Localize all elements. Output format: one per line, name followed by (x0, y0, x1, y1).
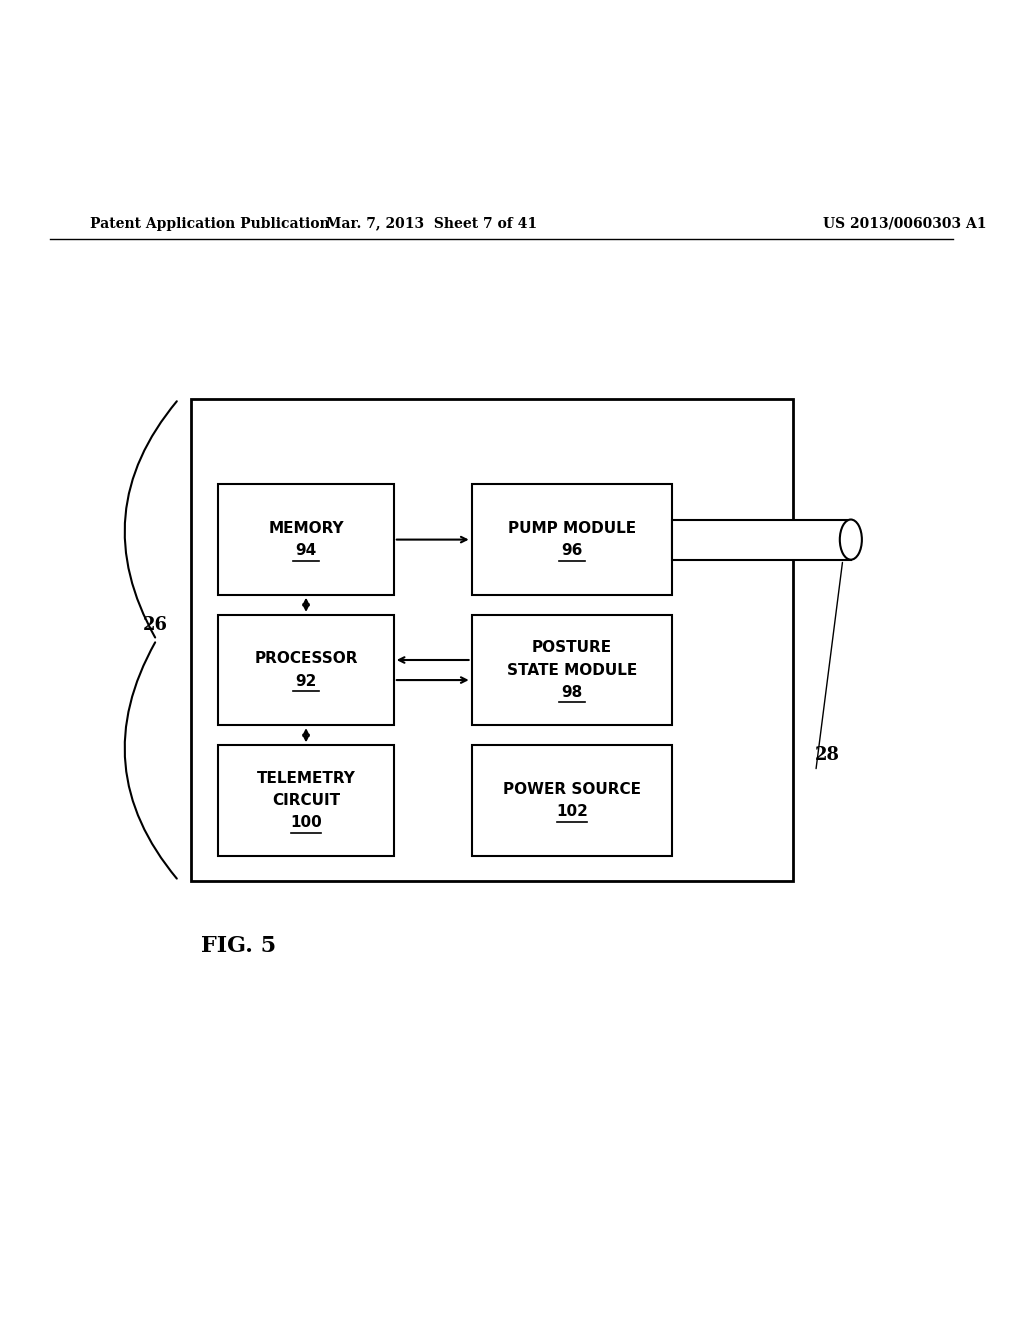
Text: Patent Application Publication: Patent Application Publication (90, 216, 330, 231)
Text: 100: 100 (290, 814, 322, 830)
Text: 94: 94 (295, 543, 316, 558)
Text: TELEMETRY: TELEMETRY (257, 771, 355, 785)
Text: Mar. 7, 2013  Sheet 7 of 41: Mar. 7, 2013 Sheet 7 of 41 (326, 216, 537, 231)
Text: STATE MODULE: STATE MODULE (507, 663, 637, 677)
Ellipse shape (840, 520, 862, 560)
Bar (218, 746, 394, 855)
Text: POSTURE: POSTURE (531, 640, 612, 656)
Text: FIG. 5: FIG. 5 (201, 935, 275, 957)
Text: 28: 28 (815, 746, 841, 764)
Text: CIRCUIT: CIRCUIT (272, 793, 340, 808)
Text: US 2013/0060303 A1: US 2013/0060303 A1 (822, 216, 986, 231)
Bar (472, 615, 672, 725)
Text: PUMP MODULE: PUMP MODULE (508, 521, 636, 536)
Text: 26: 26 (143, 616, 168, 634)
Text: PROCESSOR: PROCESSOR (254, 652, 357, 667)
Bar (472, 746, 672, 855)
Text: POWER SOURCE: POWER SOURCE (503, 781, 641, 797)
Bar (218, 615, 394, 725)
Bar (791, 520, 801, 560)
Bar (472, 484, 672, 595)
Text: 102: 102 (556, 804, 588, 818)
Text: 96: 96 (561, 543, 583, 558)
Text: MEMORY: MEMORY (268, 521, 344, 536)
Text: 98: 98 (561, 685, 583, 700)
Text: 92: 92 (295, 673, 316, 689)
Bar (218, 484, 394, 595)
Bar (190, 399, 793, 880)
Bar (672, 520, 851, 560)
